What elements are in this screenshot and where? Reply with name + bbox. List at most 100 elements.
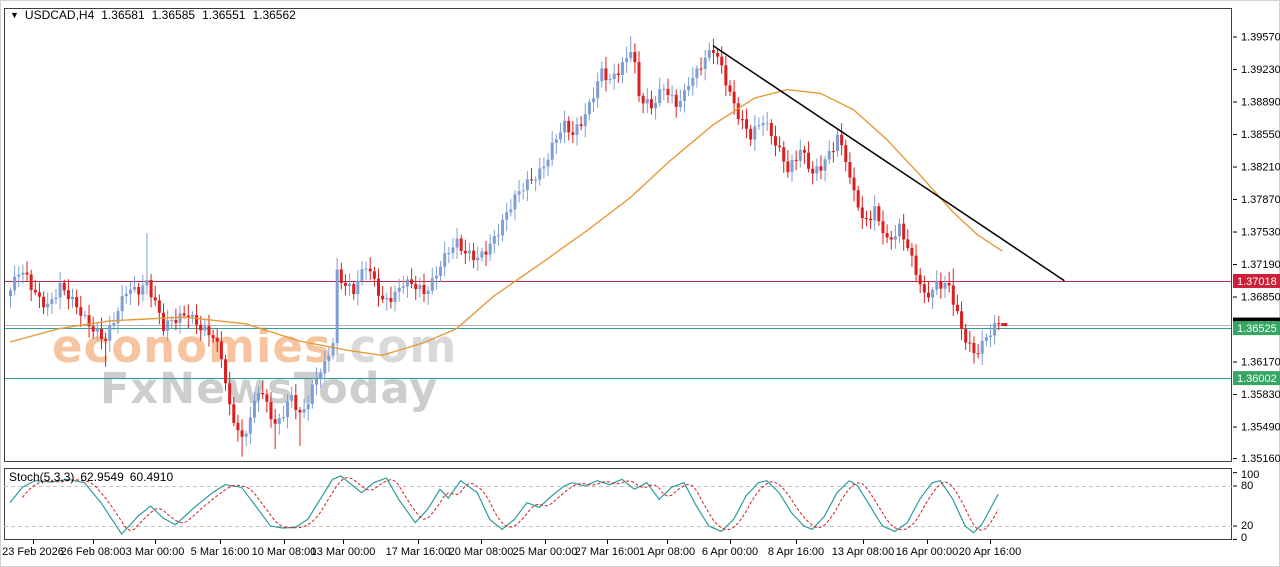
candle-body [372,271,376,279]
candle-body [964,329,968,343]
candle-body [691,78,695,86]
candle-body [856,190,860,208]
candle-body [608,78,612,81]
candle-body [79,307,83,316]
candle-body [538,168,542,180]
candle-body [389,298,393,302]
candle-body [348,284,352,286]
candle-body [819,166,823,171]
candle-body [641,95,645,104]
candle-body [42,296,46,308]
candle-body [769,123,773,137]
candle-body [128,289,132,294]
time-axis-label: 26 Feb 08:00 [61,546,126,558]
candle-body [37,292,41,297]
time-axis-label: 8 Apr 16:00 [768,546,824,558]
candle-body [273,419,277,424]
candle-body [600,68,604,82]
time-axis-label: 23 Feb 2026 [2,546,64,558]
candle-body [864,218,868,220]
candle-body [773,136,777,146]
candle-body [364,268,368,270]
candle-body [472,250,476,261]
candle-body [699,68,703,70]
candle-body [753,126,757,140]
level-badge-136525: 1.36525 [1233,321,1280,336]
candle-body [658,89,662,104]
level-badge-136002-bg [1233,371,1280,386]
candle-body [157,300,161,313]
candle-body [327,355,331,361]
candle-body [211,335,215,339]
quote-low: 1.36551 [202,8,246,22]
candle-body [633,52,637,63]
candle-body [583,114,587,127]
candle-body [244,433,248,437]
candle-body [108,325,112,341]
stochastic-d-value: 60.4910 [129,470,174,484]
candle-body [976,353,980,355]
candle-body [980,340,984,354]
candle-body [695,68,699,79]
candle-body [186,315,190,317]
candle-body [984,337,988,341]
candle-body [786,161,790,173]
candle-body [133,286,137,290]
level-badge-136002: 1.36002 [1233,371,1280,386]
candle-body [513,194,517,210]
watermark-tagline: FxNewsToday [100,364,439,414]
price-axis-label: 1.38550 [1241,129,1280,141]
candle-body [749,128,753,140]
candle-body [848,161,852,178]
candle-body [811,168,815,174]
price-axis-label: 1.35830 [1241,389,1280,401]
price-axis-label: 1.35160 [1241,453,1280,465]
candle-body [319,373,323,379]
symbol-label: USDCAD,H4 [24,8,95,22]
candle-body [567,120,571,133]
time-axis-label: 17 Mar 16:00 [386,546,451,558]
candle-body [914,255,918,275]
moving-average-line[interactable] [9,88,1003,357]
candle-body [294,395,298,410]
candle-body [269,401,273,420]
candle-body [414,283,418,290]
candle-body [352,284,356,295]
stochastic-pane[interactable] [4,475,1232,535]
candle-body [137,286,141,295]
candle-body [153,297,157,301]
candle-body [401,286,405,288]
candle-body [124,293,128,297]
candle-body [306,404,310,410]
candle-body [625,58,629,63]
candle-body [385,298,389,300]
symbol-dropdown-icon[interactable]: ▼ [10,10,19,20]
candle-body [434,275,438,279]
price-axis[interactable]: 1.39570 1.39230 1.38890 1.38550 1.38210 1.378… [1233,32,1280,466]
candle-body [732,91,736,104]
candle-body [261,392,265,395]
candle-body [592,98,596,103]
candle-body [720,56,724,66]
candle-body [397,287,401,292]
candle-body [356,280,360,295]
candle-body [360,269,364,281]
candle-body [943,283,947,289]
candle-body [674,94,678,107]
candle-body [492,236,496,244]
candle-body [509,209,513,213]
candle-body [145,280,149,286]
price-axis-label: 1.36170 [1241,357,1280,369]
candle-body [575,124,579,135]
candle-body [46,303,50,308]
candle-body [670,94,674,96]
candle-body [215,338,219,342]
candle-body [947,283,951,286]
descending-trendline[interactable] [712,44,1065,282]
candle-body [988,335,992,338]
candle-body [9,290,12,297]
candle-body [869,218,873,221]
